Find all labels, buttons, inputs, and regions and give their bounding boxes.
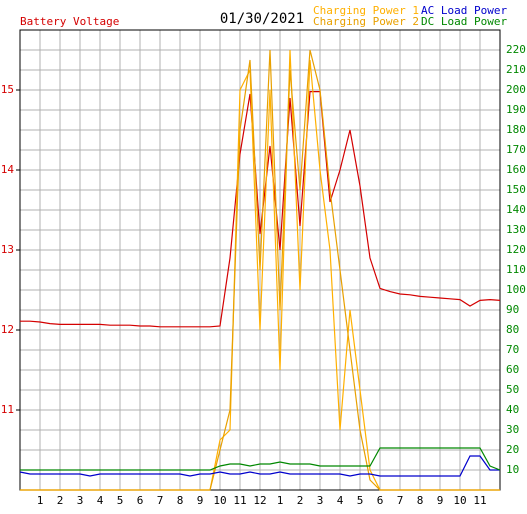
plot-frame xyxy=(19,29,501,491)
x-tick-label: 9 xyxy=(197,494,204,507)
y2-tick-label: 100 xyxy=(506,283,526,296)
x-tick-label: 12 xyxy=(253,494,266,507)
y2-tick-label: 150 xyxy=(506,183,526,196)
x-tick-label: 2 xyxy=(297,494,304,507)
y2-tick-label: 180 xyxy=(506,123,526,136)
y2-tick-label: 130 xyxy=(506,223,526,236)
x-tick-label: 9 xyxy=(437,494,444,507)
chart-title: 01/30/2021 xyxy=(220,11,304,27)
y2-tick-label: 200 xyxy=(506,83,526,96)
x-tick-label: 8 xyxy=(177,494,184,507)
y2-tick-label: 160 xyxy=(506,163,526,176)
y2-tick-label: 60 xyxy=(506,363,519,376)
x-tick-label: 3 xyxy=(317,494,324,507)
x-tick-label: 11 xyxy=(473,494,486,507)
x-tick-label: 6 xyxy=(377,494,384,507)
y2-tick-label: 220 xyxy=(506,43,526,56)
legend-entry: DC Load Power xyxy=(421,15,507,28)
y2-tick-label: 90 xyxy=(506,303,519,316)
x-tick-label: 2 xyxy=(57,494,64,507)
series-line xyxy=(20,91,501,328)
series-line xyxy=(20,447,501,471)
x-tick-label: 7 xyxy=(157,494,164,507)
y2-tick-label: 190 xyxy=(506,103,526,116)
y-tick-label: 15 xyxy=(1,83,14,96)
y2-tick-label: 210 xyxy=(506,63,526,76)
x-tick-label: 11 xyxy=(233,494,246,507)
x-tick-label: 10 xyxy=(213,494,226,507)
y2-tick-label: 140 xyxy=(506,203,526,216)
y2-tick-label: 110 xyxy=(506,263,526,276)
y2-tick-label: 20 xyxy=(506,443,519,456)
x-tick-label: 1 xyxy=(277,494,284,507)
legend-entry: AC Load Power xyxy=(421,4,507,17)
y2-tick-label: 50 xyxy=(506,383,519,396)
x-tick-label: 5 xyxy=(117,494,124,507)
y-tick-label: 12 xyxy=(1,323,14,336)
x-tick-label: 8 xyxy=(417,494,424,507)
x-tick-label: 6 xyxy=(137,494,144,507)
x-tick-label: 4 xyxy=(97,494,104,507)
y2-tick-label: 70 xyxy=(506,343,519,356)
y-tick-label: 14 xyxy=(1,163,15,176)
series-line xyxy=(20,49,500,491)
x-tick-label: 10 xyxy=(453,494,466,507)
y2-tick-label: 80 xyxy=(506,323,519,336)
x-tick-label: 5 xyxy=(357,494,364,507)
y2-tick-label: 30 xyxy=(506,423,519,436)
y2-tick-label: 10 xyxy=(506,463,519,476)
x-tick-label: 4 xyxy=(337,494,344,507)
y-tick-label: 13 xyxy=(1,243,14,256)
legend-entry: Charging Power 2 xyxy=(313,15,419,28)
legend-entry: Battery Voltage xyxy=(20,15,119,28)
x-tick-label: 1 xyxy=(37,494,44,507)
y2-tick-label: 120 xyxy=(506,243,526,256)
x-tick-label: 3 xyxy=(77,494,84,507)
y-tick-label: 11 xyxy=(1,403,14,416)
series-line xyxy=(19,455,500,477)
x-tick-label: 7 xyxy=(397,494,404,507)
y2-tick-label: 170 xyxy=(506,143,526,156)
y2-tick-label: 40 xyxy=(506,403,519,416)
legend-entry: Charging Power 1 xyxy=(313,4,419,17)
